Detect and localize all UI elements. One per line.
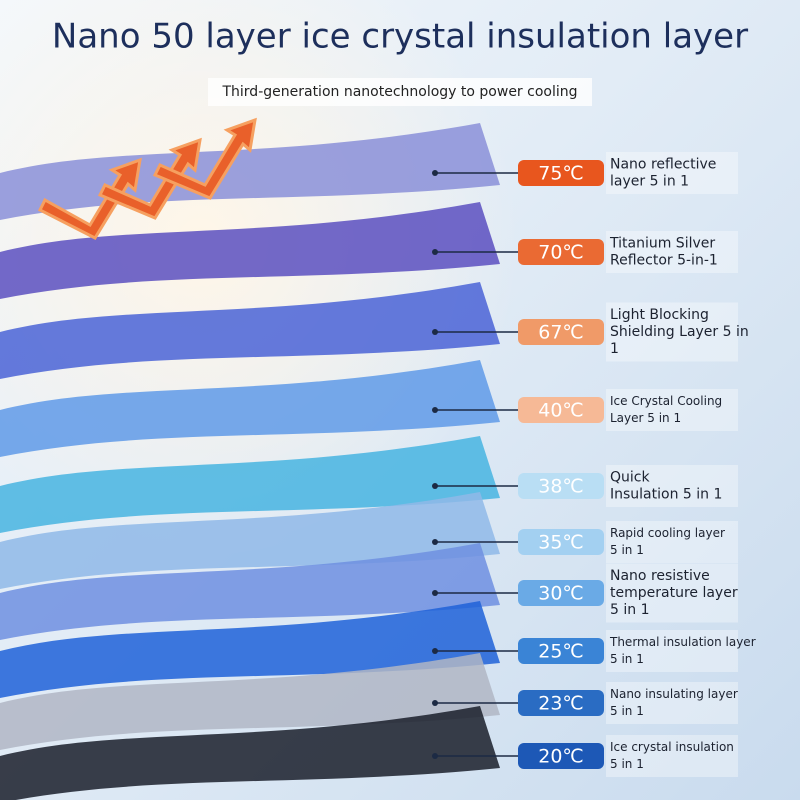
heat-arrows (37, 117, 257, 240)
layer-label: Reflector 5-in-1 (610, 253, 718, 269)
layer-label: Thermal insulation layer (609, 635, 756, 649)
subtitle: Third-generation nanotechnology to power… (221, 84, 577, 100)
temperature-badge (518, 160, 604, 186)
leader-dot (432, 590, 438, 596)
layer-band (0, 601, 500, 698)
layer-label: Quick (610, 470, 650, 486)
leader-dot (432, 170, 438, 176)
layer-label: Rapid cooling layer (610, 526, 725, 540)
layer-label: 5 in 1 (610, 704, 644, 718)
label-box (606, 465, 738, 507)
layer-label: Insulation 5 in 1 (610, 487, 722, 503)
temperature-badge (518, 397, 604, 423)
layer-label: Layer 5 in 1 (610, 411, 681, 425)
leader-dot (432, 329, 438, 335)
temperature-badge (518, 638, 604, 664)
temperature-badge (518, 690, 604, 716)
layer-band (0, 543, 500, 640)
layer-label: 5 in 1 (610, 652, 644, 666)
layer-label: 1 (610, 341, 619, 357)
layer-band (0, 202, 500, 299)
layer-label: Ice crystal insulation (610, 740, 734, 754)
layer-label: Light Blocking (610, 307, 709, 323)
layer-label: layer 5 in 1 (610, 174, 689, 190)
label-box (606, 152, 738, 194)
layer-band (0, 492, 500, 589)
leader-dot (432, 249, 438, 255)
layer-band (0, 706, 500, 800)
temperature-badge (518, 529, 604, 555)
temperature: 38℃ (538, 476, 584, 498)
layer-band (0, 282, 500, 379)
layer-band (0, 653, 500, 750)
layer-label: 5 in 1 (610, 543, 644, 557)
leader-dot (432, 483, 438, 489)
temperature: 20℃ (538, 746, 584, 768)
label-box (606, 389, 738, 431)
layer-label: Nano resistive (610, 568, 710, 584)
layer-label: Nano reflective (610, 157, 716, 173)
layer-label: 5 in 1 (610, 602, 649, 618)
temperature: 25℃ (538, 641, 584, 663)
leader-dot (432, 648, 438, 654)
layer-label: temperature layer (610, 585, 738, 601)
layer-label: 5 in 1 (610, 757, 644, 771)
subtitle-box (208, 78, 592, 106)
temperature-badge (518, 743, 604, 769)
layer-label: Ice Crystal Cooling (610, 394, 722, 408)
temperature: 70℃ (538, 242, 584, 264)
label-box (606, 563, 738, 623)
leader-dot (432, 539, 438, 545)
title: Nano 50 layer ice crystal insulation lay… (52, 17, 748, 57)
leader-dot (432, 753, 438, 759)
label-box (606, 682, 738, 724)
temperature-badge (518, 580, 604, 606)
layer-label: Nano insulating layer (610, 687, 738, 701)
label-box (606, 521, 738, 563)
temperature: 67℃ (538, 322, 584, 344)
temperature-badge (518, 473, 604, 499)
label-box (606, 302, 738, 362)
temperature: 23℃ (538, 693, 584, 715)
leader-dot (432, 700, 438, 706)
temperature: 30℃ (538, 583, 584, 605)
label-box (606, 735, 738, 777)
temperature: 40℃ (538, 400, 584, 422)
layer-band (0, 360, 500, 457)
leader-dot (432, 407, 438, 413)
layer-label: Shielding Layer 5 in (610, 324, 749, 340)
temperature-badge (518, 239, 604, 265)
label-box (606, 231, 738, 273)
label-box (606, 630, 738, 672)
layer-label: Titanium Silver (609, 236, 715, 252)
temperature: 75℃ (538, 163, 584, 185)
temperature-badge (518, 319, 604, 345)
layer-band (0, 436, 500, 533)
temperature: 35℃ (538, 532, 584, 554)
